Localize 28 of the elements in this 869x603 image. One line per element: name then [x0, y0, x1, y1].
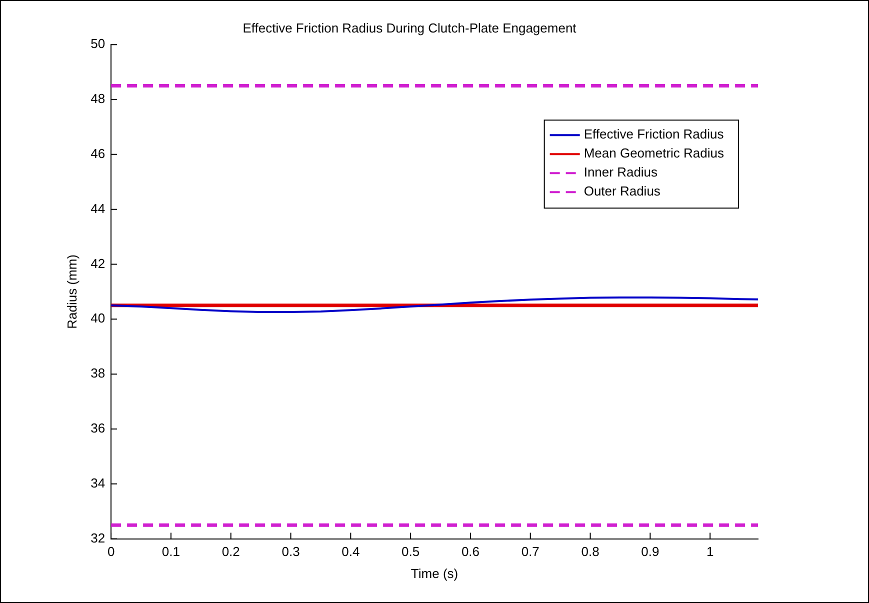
y-tick-label: 36	[90, 420, 106, 436]
x-tick-label: 0.3	[282, 544, 300, 560]
y-tick-label: 32	[90, 530, 106, 546]
y-axis-title: Radius (mm)	[64, 254, 80, 329]
legend-label: Outer Radius	[584, 184, 661, 199]
x-tick-label: 0.7	[521, 544, 540, 560]
y-tick-label: 40	[90, 310, 106, 326]
y-tick-label: 46	[90, 146, 106, 161]
x-tick-label: 0.8	[581, 544, 600, 560]
x-tick-label: 0.1	[162, 544, 180, 560]
x-tick-label: 0.2	[222, 544, 240, 560]
x-tick-label: 0.9	[641, 544, 660, 560]
x-axis-title: Time (s)	[410, 566, 458, 581]
legend-label: Mean Geometric Radius	[584, 146, 724, 161]
y-tick-label: 48	[90, 91, 106, 106]
x-tick-label: 1	[706, 544, 714, 560]
y-tick-label: 42	[90, 256, 106, 271]
x-tick-label: 0	[107, 544, 115, 560]
chart-title: Effective Friction Radius During Clutch-Plate Engagement	[242, 20, 577, 36]
x-tick-label: 0.4	[342, 544, 360, 560]
legend-label: Effective Friction Radius	[584, 126, 724, 142]
y-tick-label: 50	[90, 36, 106, 52]
y-tick-label: 44	[90, 200, 106, 216]
x-tick-label: 0.6	[461, 544, 480, 560]
y-tick-label: 38	[90, 366, 106, 381]
x-tick-label: 0.5	[402, 544, 420, 560]
y-tick-label: 34	[90, 475, 106, 490]
legend-label: Inner Radius	[584, 164, 658, 180]
